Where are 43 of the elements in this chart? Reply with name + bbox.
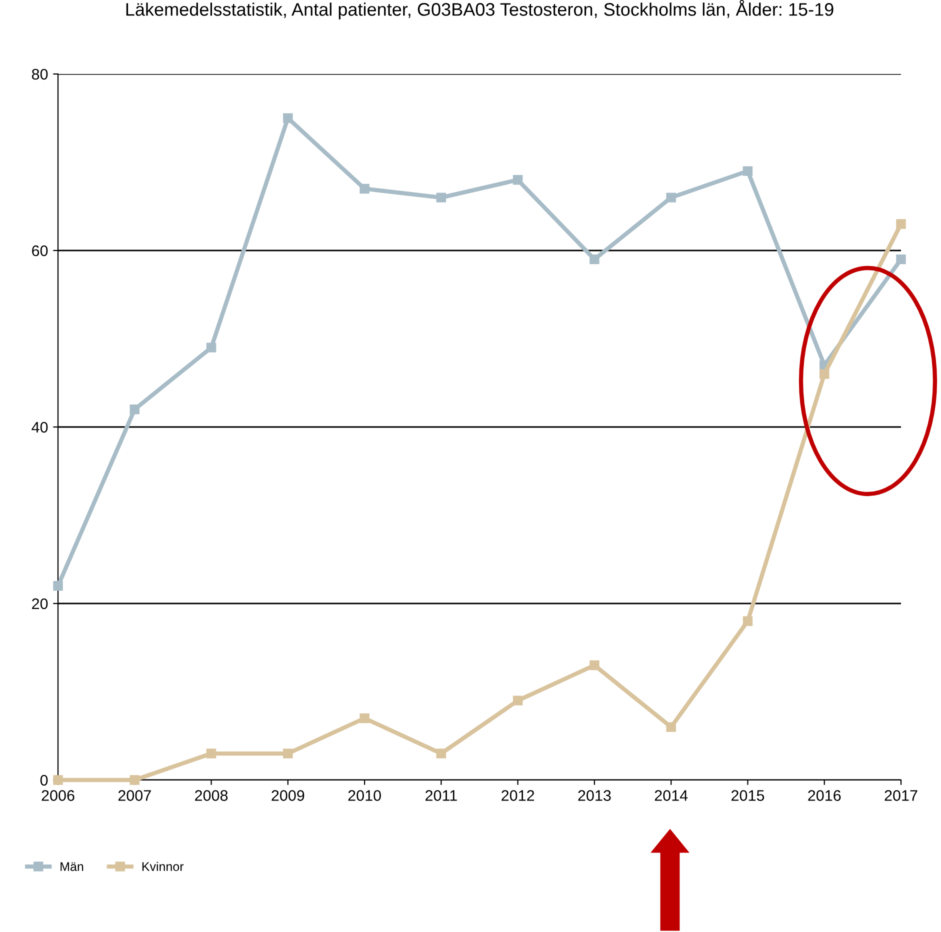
y-tick-label: 0	[40, 774, 48, 786]
x-tick-label: 2009	[272, 790, 304, 801]
point	[512, 175, 523, 185]
point	[820, 369, 830, 379]
x-tick-label: 2015	[732, 790, 764, 801]
x-tick-label: 2013	[578, 790, 611, 801]
x-tick-label: 2014	[654, 790, 688, 801]
point	[742, 166, 753, 176]
point	[666, 192, 676, 202]
point	[206, 748, 216, 758]
point	[436, 748, 446, 758]
x-tick-label: 2010	[348, 790, 381, 801]
point	[896, 254, 906, 264]
x-tick-label: 2017	[884, 790, 918, 801]
point	[360, 713, 370, 724]
point	[436, 192, 446, 202]
point	[130, 404, 140, 414]
point	[666, 722, 676, 732]
legend-label: Män	[60, 862, 84, 872]
x-tick-label: 2006	[42, 790, 74, 801]
point	[283, 113, 293, 123]
point	[130, 775, 140, 785]
point	[360, 184, 370, 194]
y-tick-label: 20	[32, 598, 48, 610]
legend-label: Kvinnor	[142, 862, 184, 872]
point	[283, 748, 293, 758]
point	[896, 219, 906, 229]
point	[206, 342, 216, 352]
point	[512, 696, 523, 706]
point	[590, 660, 600, 670]
y-tick-label: 60	[32, 245, 48, 256]
x-tick-label: 2011	[426, 790, 457, 801]
point	[742, 616, 753, 626]
point	[590, 254, 600, 264]
x-tick-label: 2012	[502, 790, 534, 801]
x-tick-label: 2016	[808, 790, 841, 801]
x-tick-label: 2007	[118, 790, 151, 801]
x-tick-label: 2008	[195, 790, 228, 801]
y-tick-label: 80	[32, 68, 48, 80]
chart-title: Läkemedelsstatistik, Antal patienter, G03BA03 Testosteron, Stockholms län, Ålder: 15-19	[126, 0, 834, 20]
y-tick-label: 40	[32, 422, 48, 433]
point	[53, 775, 63, 785]
point	[53, 580, 63, 591]
